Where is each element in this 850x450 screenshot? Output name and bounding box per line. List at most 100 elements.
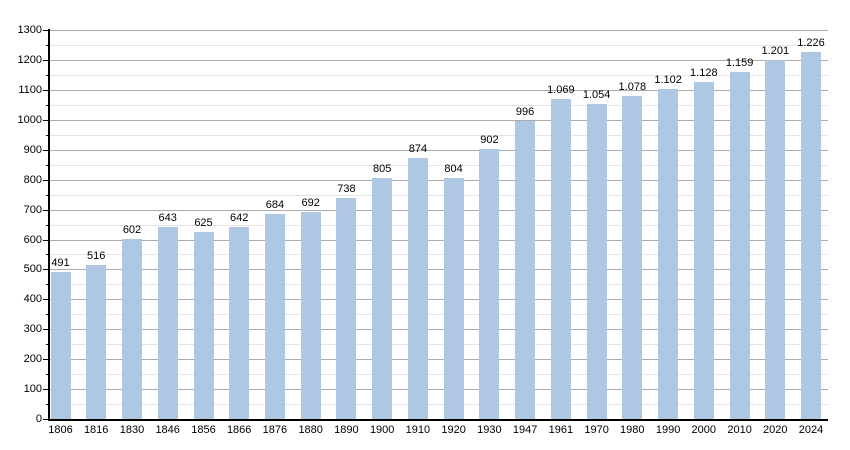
x-tick-label: 1947 xyxy=(512,424,538,436)
bar-value-label: 1.226 xyxy=(797,37,825,50)
y-tick-label: 900 xyxy=(23,143,42,156)
x-tick-label: 1880 xyxy=(298,424,323,436)
y-tick-label: 200 xyxy=(23,353,42,366)
bar xyxy=(622,96,643,419)
y-major-tick xyxy=(43,329,50,331)
bar-value-label: 996 xyxy=(515,106,535,118)
x-tick-label: 1830 xyxy=(119,424,145,436)
gridline-major xyxy=(50,59,828,61)
bar xyxy=(193,232,214,419)
bar xyxy=(122,238,142,419)
gridline-major xyxy=(50,30,828,31)
x-tick-label: 1816 xyxy=(83,424,109,436)
bar-value-label: 1.128 xyxy=(690,66,718,79)
bar xyxy=(693,81,714,419)
x-tick-label: 1806 xyxy=(48,424,73,436)
bar-value-label: 643 xyxy=(158,211,177,224)
bar xyxy=(550,99,571,419)
x-tick-label: 1890 xyxy=(334,424,359,436)
y-major-tick xyxy=(43,359,50,361)
y-major-tick xyxy=(43,30,50,31)
x-tick-label: 2020 xyxy=(763,424,788,436)
y-major-tick xyxy=(43,119,50,121)
bar xyxy=(479,149,500,419)
x-tick-label: 2000 xyxy=(691,424,717,436)
bar xyxy=(586,103,607,419)
y-major-tick xyxy=(43,299,50,301)
y-major-tick xyxy=(43,179,50,181)
bar xyxy=(765,59,786,419)
y-tick-label: 1100 xyxy=(18,83,42,96)
x-tick-label: 1910 xyxy=(405,424,431,436)
x-tick-label: 2024 xyxy=(798,424,824,436)
y-tick-label: 400 xyxy=(23,293,42,306)
x-tick-label: 1866 xyxy=(226,424,252,436)
bar xyxy=(407,157,428,419)
x-tick-label: 1970 xyxy=(584,424,609,436)
bar xyxy=(50,272,71,419)
y-tick-label: 1200 xyxy=(17,53,42,66)
y-major-tick xyxy=(43,209,50,211)
bar-value-label: 874 xyxy=(408,142,428,155)
bar-value-label: 1.102 xyxy=(654,74,682,87)
bar-value-label: 1.054 xyxy=(582,88,611,101)
bar-value-label: 1.078 xyxy=(618,81,647,94)
bar-value-label: 516 xyxy=(87,249,106,262)
bar xyxy=(157,226,178,419)
bar xyxy=(801,52,821,419)
bar-value-label: 805 xyxy=(373,163,392,176)
x-tick-label: 1900 xyxy=(369,424,395,436)
y-tick-label: 1000 xyxy=(17,113,42,126)
bar xyxy=(336,198,357,419)
bar-value-label: 1.069 xyxy=(547,84,575,97)
bar xyxy=(515,121,536,419)
y-tick-label: 500 xyxy=(23,263,42,276)
y-tick-label: 600 xyxy=(23,233,42,246)
x-tick-label: 2010 xyxy=(727,424,752,436)
x-tick-label: 1990 xyxy=(655,424,681,436)
y-tick-label: 100 xyxy=(23,383,42,396)
bar-value-label: 684 xyxy=(265,199,285,212)
y-major-tick xyxy=(43,389,50,391)
y-tick-label: 300 xyxy=(23,323,42,336)
x-tick-label: 1846 xyxy=(155,424,180,436)
x-tick-label: 1980 xyxy=(620,424,645,436)
x-tick-label: 1961 xyxy=(548,424,574,436)
bar-value-label: 491 xyxy=(51,257,70,270)
bar-value-label: 1.159 xyxy=(725,57,754,70)
bar-value-label: 642 xyxy=(230,211,249,224)
bar xyxy=(300,211,321,419)
bar-value-label: 738 xyxy=(337,183,356,196)
y-axis-line xyxy=(48,29,50,420)
x-tick-label: 1920 xyxy=(441,424,466,436)
y-major-tick xyxy=(43,89,50,91)
x-tick-label: 1876 xyxy=(262,424,288,436)
y-major-tick xyxy=(43,419,50,420)
bar-value-label: 602 xyxy=(122,223,142,236)
bar xyxy=(264,214,285,419)
y-major-tick xyxy=(43,239,50,241)
bar xyxy=(372,178,393,419)
y-major-tick xyxy=(43,269,50,271)
bar-value-label: 804 xyxy=(444,163,463,176)
bar xyxy=(443,178,464,419)
y-tick-label: 800 xyxy=(23,173,42,186)
y-tick-label: 700 xyxy=(23,203,42,216)
x-axis-line xyxy=(48,419,828,421)
y-tick-label: 0 xyxy=(35,413,42,425)
bar xyxy=(729,72,750,419)
bar xyxy=(658,89,679,419)
bar-value-label: 1.201 xyxy=(761,44,790,57)
bar-value-label: 902 xyxy=(480,134,499,147)
y-tick-label: 1300 xyxy=(17,24,42,36)
bar xyxy=(86,264,107,419)
x-tick-label: 1930 xyxy=(477,424,502,436)
gridline-minor xyxy=(50,45,828,46)
y-major-tick xyxy=(43,149,50,151)
bar-value-label: 625 xyxy=(194,217,213,229)
bar-value-label: 692 xyxy=(301,196,320,209)
y-major-tick xyxy=(43,59,50,61)
x-tick-label: 1856 xyxy=(191,424,216,436)
bar xyxy=(229,226,250,419)
